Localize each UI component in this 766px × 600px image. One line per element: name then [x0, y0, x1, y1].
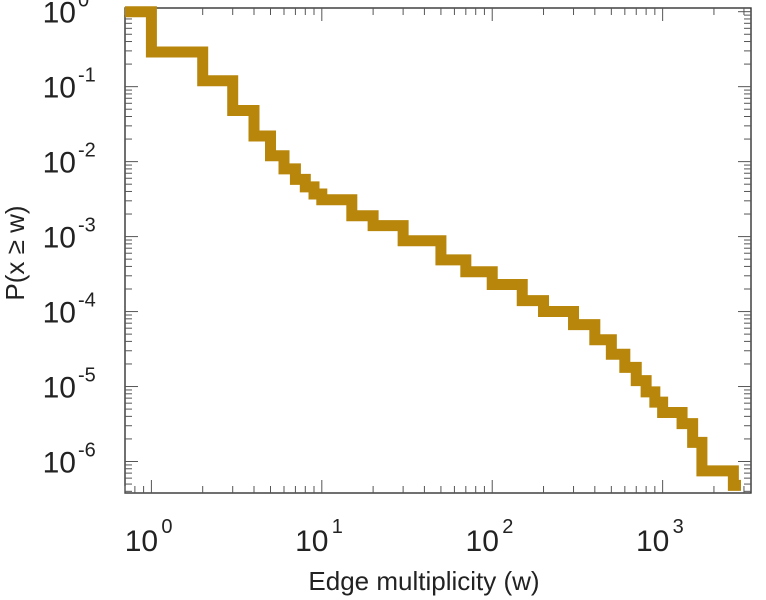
y-tick-exponent: -2	[78, 140, 96, 162]
y-tick-label: 10	[43, 446, 76, 479]
x-tick-label: 10	[125, 525, 158, 558]
series-line-0	[125, 6, 741, 491]
y-tick-exponent: -1	[78, 65, 96, 87]
y-tick-label: 10	[43, 372, 76, 405]
x-tick-labels: 10 0 10 1 10 2 10 3	[125, 516, 684, 558]
y-tick-label: 10	[43, 147, 76, 180]
x-tick-label: 10	[295, 525, 328, 558]
x-tick-label: 10	[466, 525, 499, 558]
y-tick-exponent: -3	[78, 215, 96, 237]
y-tick-exponent: -4	[78, 290, 96, 312]
plot-frame	[124, 7, 752, 494]
x-tick-exponent: 1	[332, 516, 343, 538]
x-tick-exponent: 3	[673, 516, 684, 538]
y-axis-label: P(x ≥ w)	[0, 205, 30, 300]
minor-ticks	[124, 8, 751, 493]
y-tick-label: 10	[43, 222, 76, 255]
series-layer	[125, 6, 741, 491]
y-tick-exponent: 0	[78, 0, 89, 12]
x-tick-exponent: 0	[161, 516, 172, 538]
x-tick-exponent: 2	[502, 516, 513, 538]
x-axis-label: Edge multiplicity (w)	[308, 566, 539, 596]
y-tick-exponent: -5	[78, 365, 96, 387]
y-tick-label: 10	[43, 297, 76, 330]
y-tick-label: 10	[43, 72, 76, 105]
y-tick-label: 10	[43, 0, 76, 30]
y-tick-exponent: -6	[78, 439, 96, 461]
x-tick-label: 10	[636, 525, 669, 558]
